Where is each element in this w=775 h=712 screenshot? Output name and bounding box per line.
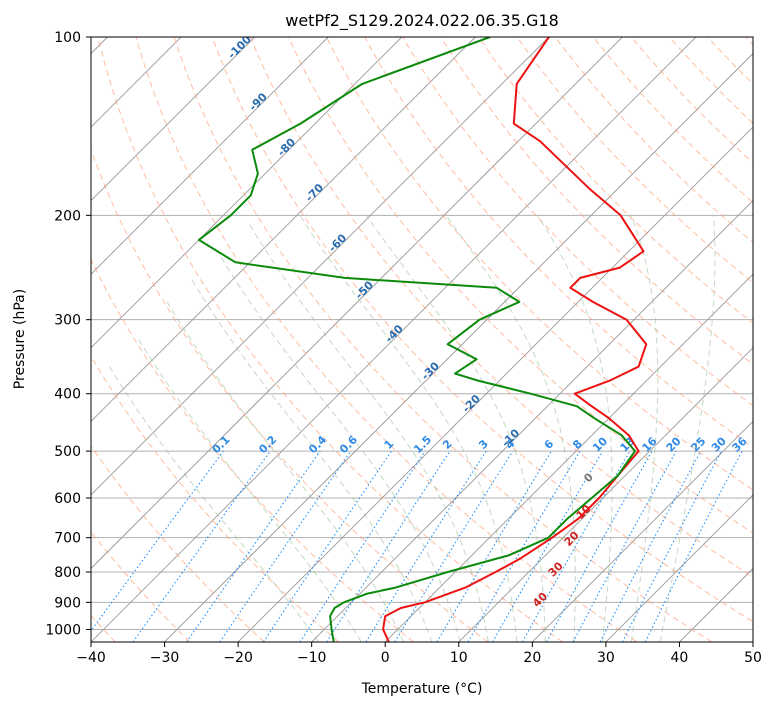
x-tick-label: −30 (150, 650, 180, 666)
chart-title: wetPf2_S129.2024.022.06.35.G18 (285, 11, 559, 31)
y-tick-label: 300 (54, 313, 81, 329)
y-tick-label: 700 (54, 531, 81, 547)
y-tick-label: 800 (54, 565, 81, 581)
x-tick-label: −20 (223, 650, 253, 666)
x-tick-label: −10 (297, 650, 327, 666)
y-axis-label: Pressure (hPa) (12, 289, 28, 389)
y-tick-label: 1000 (45, 622, 81, 638)
y-tick-label: 200 (54, 208, 81, 224)
x-tick-label: 30 (597, 650, 615, 666)
y-tick-label: 600 (54, 491, 81, 507)
x-axis-label: Temperature (°C) (361, 681, 483, 697)
y-tick-label: 400 (54, 387, 81, 403)
x-tick-label: 50 (744, 650, 762, 666)
y-tick-label: 900 (54, 595, 81, 611)
x-tick-label: 20 (523, 650, 541, 666)
x-tick-label: 0 (381, 650, 390, 666)
y-tick-label: 100 (54, 30, 81, 46)
x-tick-label: 40 (671, 650, 689, 666)
x-tick-label: 10 (450, 650, 468, 666)
y-tick-label: 500 (54, 444, 81, 460)
x-tick-label: −40 (76, 650, 106, 666)
